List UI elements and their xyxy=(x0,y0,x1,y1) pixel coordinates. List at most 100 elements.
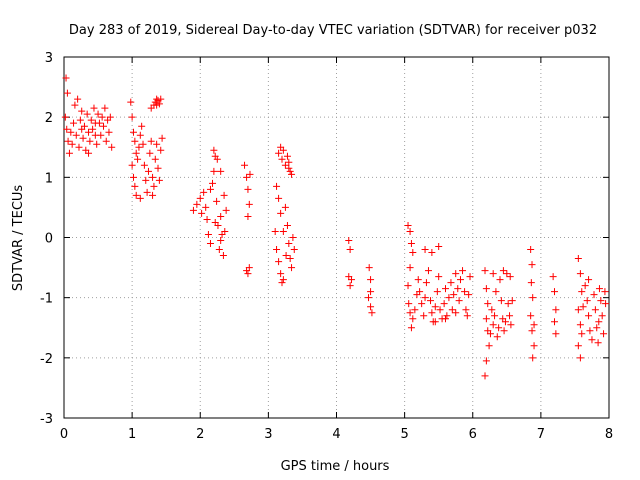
data-point xyxy=(157,95,165,103)
data-point xyxy=(202,203,210,211)
data-point xyxy=(495,324,503,332)
data-point xyxy=(278,279,286,287)
y-axis-label: SDTVAR / TECUs xyxy=(11,185,26,292)
data-point xyxy=(591,306,599,314)
data-point xyxy=(106,113,114,121)
data-point xyxy=(198,209,206,217)
data-point xyxy=(595,285,603,293)
data-point xyxy=(549,273,557,281)
y-tick-label: 1 xyxy=(45,171,53,186)
x-axis-label: GPS time / hours xyxy=(281,459,390,474)
data-point xyxy=(485,342,493,350)
data-point xyxy=(62,74,70,82)
data-point xyxy=(150,182,158,190)
data-point xyxy=(461,288,469,296)
y-tick-label: 0 xyxy=(45,232,53,247)
data-point xyxy=(128,113,136,121)
data-point xyxy=(421,246,429,254)
data-point xyxy=(132,191,140,199)
data-point xyxy=(407,240,415,248)
data-point xyxy=(90,104,98,112)
data-point xyxy=(447,279,455,287)
data-point xyxy=(585,276,593,284)
data-point xyxy=(91,119,99,127)
data-point xyxy=(455,297,463,305)
data-point xyxy=(71,101,79,109)
data-point xyxy=(406,264,414,272)
data-point xyxy=(281,203,289,211)
data-point xyxy=(420,312,428,320)
data-point xyxy=(552,330,560,338)
data-point xyxy=(594,339,602,347)
data-point xyxy=(462,306,470,314)
data-point xyxy=(409,315,417,323)
data-point xyxy=(67,128,75,136)
x-tick-label: 0 xyxy=(60,427,68,442)
data-point xyxy=(136,131,144,139)
data-point xyxy=(136,194,144,202)
data-point xyxy=(72,131,80,139)
data-point xyxy=(219,252,227,260)
data-point xyxy=(489,270,497,278)
data-point xyxy=(407,324,415,332)
data-point xyxy=(100,122,108,130)
data-point xyxy=(289,234,297,241)
data-point xyxy=(147,137,155,145)
data-point xyxy=(491,312,499,320)
data-point xyxy=(243,173,251,181)
data-point xyxy=(448,306,456,314)
data-point xyxy=(149,173,157,181)
data-point xyxy=(345,237,353,245)
data-point xyxy=(347,276,355,284)
data-point xyxy=(499,267,507,275)
data-point xyxy=(367,303,375,311)
data-point xyxy=(273,246,281,254)
data-point xyxy=(285,158,293,166)
data-point xyxy=(527,279,535,287)
data-point xyxy=(143,188,151,196)
data-point xyxy=(283,152,291,160)
data-point xyxy=(290,246,298,254)
data-point xyxy=(590,291,598,299)
x-tick-label: 2 xyxy=(196,427,204,442)
data-point xyxy=(436,306,444,314)
data-point xyxy=(581,282,589,290)
data-point xyxy=(482,285,490,293)
data-point xyxy=(245,200,253,208)
data-point xyxy=(481,267,489,275)
grid-lines xyxy=(64,57,609,418)
data-point xyxy=(368,309,376,317)
data-point xyxy=(277,270,285,278)
y-tick-label: -3 xyxy=(40,412,53,427)
data-point xyxy=(206,240,214,248)
data-point xyxy=(158,134,166,142)
x-tick-label: 5 xyxy=(400,427,408,442)
data-point xyxy=(459,267,467,275)
data-point xyxy=(421,294,429,302)
data-point xyxy=(135,143,143,151)
data-point xyxy=(574,342,582,350)
data-point xyxy=(598,312,606,320)
data-point xyxy=(409,249,417,257)
data-point xyxy=(433,288,441,296)
data-point xyxy=(217,212,225,220)
data-point xyxy=(244,185,252,193)
data-point xyxy=(244,212,252,220)
data-point xyxy=(279,146,287,154)
data-point xyxy=(105,128,113,136)
data-point xyxy=(503,270,511,278)
data-point xyxy=(286,255,294,263)
data-point xyxy=(93,140,101,148)
data-point xyxy=(278,155,286,163)
data-point xyxy=(68,140,76,148)
x-tick-label: 1 xyxy=(128,427,136,442)
data-point xyxy=(574,255,582,263)
data-point xyxy=(367,276,375,284)
data-point xyxy=(285,240,293,248)
x-tick-label: 6 xyxy=(469,427,477,442)
data-point xyxy=(346,282,354,290)
data-point xyxy=(127,98,135,106)
data-point xyxy=(422,279,430,287)
data-point xyxy=(506,312,514,320)
plot-frame xyxy=(63,56,610,419)
